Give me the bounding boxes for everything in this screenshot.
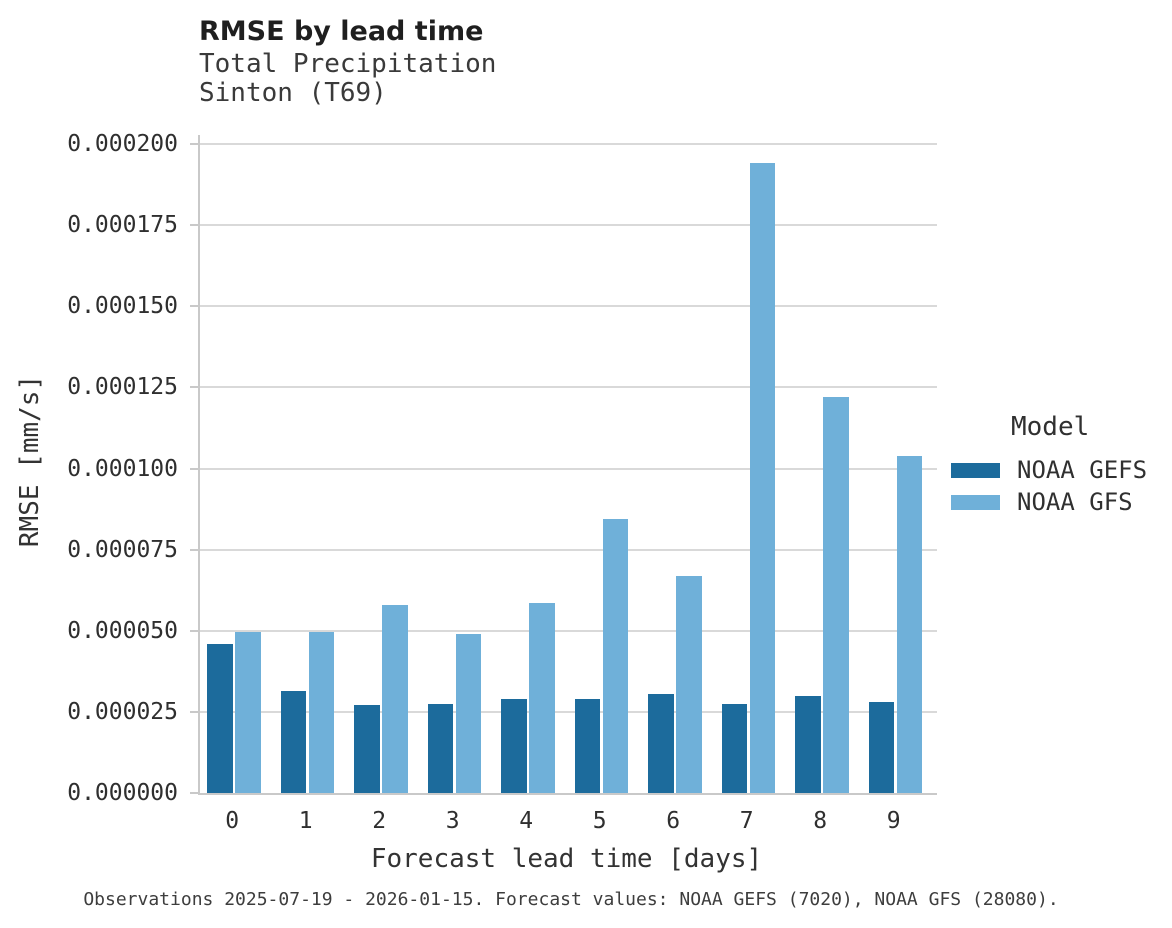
legend-label: NOAA GEFS bbox=[1017, 456, 1148, 484]
x-tick-label: 9 bbox=[886, 808, 901, 834]
gridline bbox=[200, 143, 937, 145]
x-axis-tick-labels: 0 1 2 3 4 5 6 7 8 9 bbox=[198, 806, 935, 838]
bar-noaa-gfs-7 bbox=[749, 163, 776, 793]
bar-noaa-gefs-0 bbox=[207, 643, 233, 793]
x-tick-label: 8 bbox=[813, 808, 828, 834]
gridline bbox=[200, 548, 937, 551]
plot-area bbox=[190, 135, 937, 795]
bar-noaa-gfs-9 bbox=[896, 455, 923, 793]
x-tick-label: 5 bbox=[592, 808, 607, 834]
gridline bbox=[200, 710, 937, 713]
chart-header: RMSE by lead time Total Precipitation Si… bbox=[199, 14, 496, 108]
bar-noaa-gfs-1 bbox=[308, 632, 335, 793]
y-tick-mark bbox=[190, 305, 198, 308]
y-tick-mark bbox=[190, 143, 198, 145]
x-tick-label: 6 bbox=[666, 808, 681, 834]
bar-noaa-gefs-5 bbox=[574, 698, 601, 793]
legend-entry-noaa-gfs: NOAA GFS bbox=[951, 488, 1133, 516]
gridline bbox=[200, 629, 937, 632]
gridline bbox=[200, 467, 937, 470]
y-tick-label: 0.000075 bbox=[67, 536, 178, 563]
y-tick-mark bbox=[190, 386, 198, 389]
bar-noaa-gefs-1 bbox=[280, 690, 307, 793]
gridline bbox=[200, 224, 937, 227]
x-tick-label: 2 bbox=[372, 808, 387, 834]
y-tick-mark bbox=[190, 629, 198, 632]
y-tick-label: 0.000000 bbox=[67, 780, 178, 806]
y-tick-mark bbox=[190, 467, 198, 470]
x-tick-label: 3 bbox=[445, 808, 460, 834]
caption: Observations 2025-07-19 - 2026-01-15. Fo… bbox=[83, 889, 1059, 910]
bar-noaa-gefs-7 bbox=[721, 703, 748, 793]
gridline bbox=[200, 386, 937, 389]
legend-swatch-noaa-gfs bbox=[951, 494, 1000, 510]
y-tick-label: 0.000125 bbox=[67, 374, 178, 401]
bar-noaa-gfs-5 bbox=[602, 518, 629, 793]
bar-noaa-gfs-2 bbox=[382, 604, 408, 793]
bar-noaa-gfs-6 bbox=[676, 575, 702, 793]
legend-label: NOAA GFS bbox=[1017, 488, 1133, 516]
y-tick-mark bbox=[190, 224, 198, 227]
y-tick-label: 0.000050 bbox=[67, 617, 178, 644]
y-tick-label: 0.000200 bbox=[67, 131, 178, 157]
x-tick-label: 7 bbox=[739, 808, 754, 834]
x-axis-title: Forecast lead time [days] bbox=[370, 844, 763, 874]
y-tick-label: 0.000175 bbox=[67, 212, 178, 239]
x-tick-label: 4 bbox=[519, 808, 534, 834]
bar-noaa-gfs-4 bbox=[529, 603, 555, 793]
bar-noaa-gefs-9 bbox=[868, 702, 895, 793]
y-tick-mark bbox=[190, 710, 198, 713]
y-tick-mark bbox=[190, 792, 198, 794]
bar-noaa-gefs-2 bbox=[354, 705, 380, 793]
bar-noaa-gefs-8 bbox=[795, 695, 821, 793]
y-tick-label: 0.000150 bbox=[67, 293, 178, 320]
bar-noaa-gefs-4 bbox=[501, 698, 527, 793]
bar-noaa-gfs-0 bbox=[235, 632, 261, 793]
bar-noaa-gfs-3 bbox=[455, 634, 482, 793]
gridline bbox=[200, 305, 937, 308]
legend-entry-noaa-gefs: NOAA GEFS bbox=[951, 456, 1147, 484]
y-tick-label: 0.000100 bbox=[67, 455, 178, 482]
chart-title: RMSE by lead time bbox=[199, 16, 484, 47]
legend-swatch-noaa-gefs bbox=[951, 462, 1000, 478]
bar-noaa-gefs-3 bbox=[427, 703, 454, 793]
x-tick-label: 1 bbox=[298, 808, 313, 834]
y-tick-mark bbox=[190, 548, 198, 551]
legend-title: Model bbox=[1011, 412, 1090, 442]
x-tick-label: 0 bbox=[225, 808, 240, 834]
chart-subtitle-line-2: Sinton (T69) bbox=[199, 78, 387, 108]
bar-noaa-gfs-8 bbox=[823, 397, 849, 793]
chart-subtitle-line-1: Total Precipitation bbox=[199, 49, 497, 79]
bar-noaa-gefs-6 bbox=[648, 694, 674, 793]
y-tick-label: 0.000025 bbox=[67, 698, 178, 725]
